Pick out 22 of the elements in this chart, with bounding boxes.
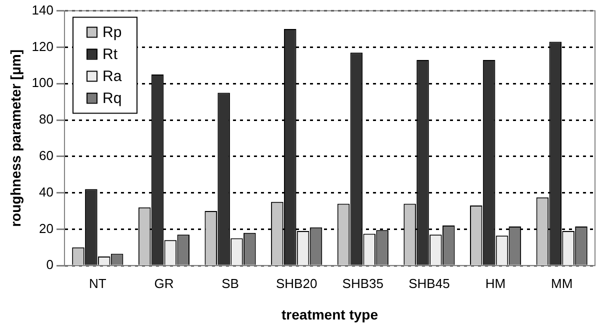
x-tick-label: SHB45 xyxy=(408,276,450,291)
x-tick-label: HM xyxy=(485,276,506,291)
y-tick-label: 100 xyxy=(32,75,54,90)
x-tick-label: GR xyxy=(154,276,174,291)
y-tick-label: 120 xyxy=(32,38,54,54)
y-tick-label: 80 xyxy=(39,112,54,127)
legend-label: Rq xyxy=(102,90,122,107)
x-tick-label: SHB35 xyxy=(342,276,384,291)
y-tick-label: 20 xyxy=(39,220,54,236)
y-axis-title: roughness parameter [μm] xyxy=(7,50,24,227)
y-tick-label: 140 xyxy=(32,2,54,18)
x-tick-label: SHB20 xyxy=(276,276,318,291)
x-tick-label: MM xyxy=(551,276,573,291)
x-axis-title: treatment type xyxy=(282,306,378,322)
legend-label: Rt xyxy=(102,46,118,63)
legend-label: Rp xyxy=(102,24,122,41)
legend-label: Ra xyxy=(102,68,122,85)
y-tick-label: 60 xyxy=(39,148,54,163)
x-tick-label: NT xyxy=(88,276,106,291)
y-tick-label: 40 xyxy=(39,184,54,200)
y-tick-label: 0 xyxy=(46,257,54,272)
x-tick-label: SB xyxy=(222,276,239,291)
